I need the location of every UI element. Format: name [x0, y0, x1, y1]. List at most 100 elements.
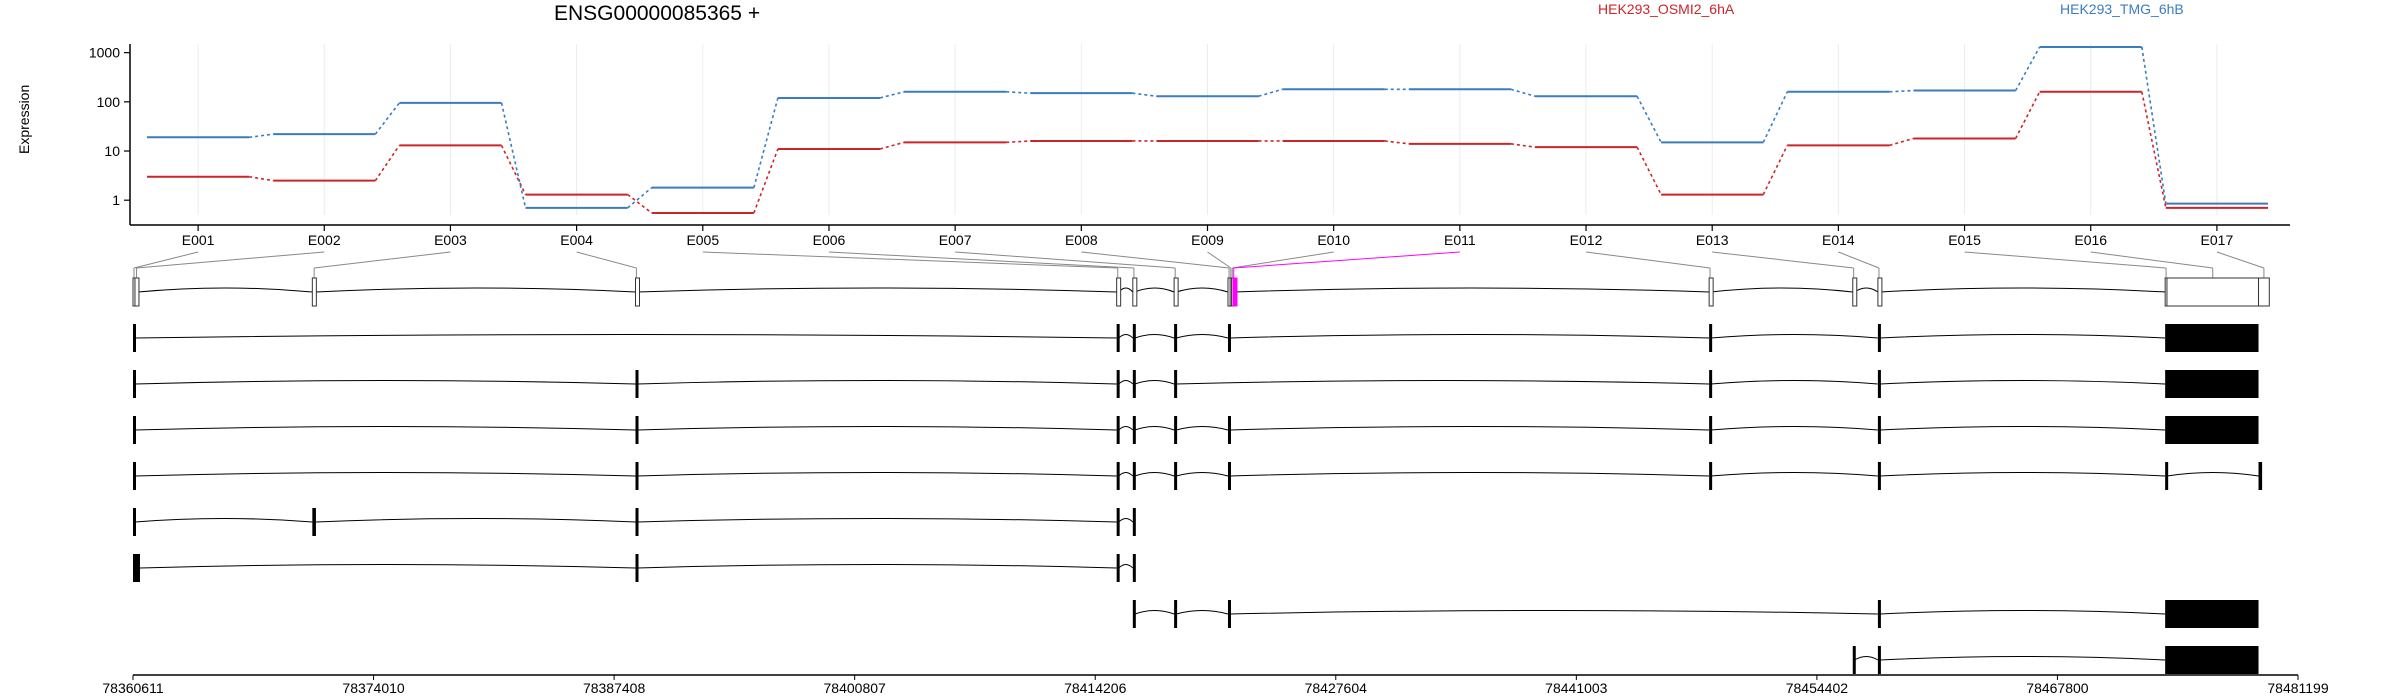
transcript-intron [1118, 334, 1134, 339]
transcript-intron [1880, 380, 2166, 385]
exon-connector [136, 251, 325, 269]
transcript-intron [1118, 472, 1134, 477]
transcript-exon [2165, 600, 2259, 628]
x-tick-label: E008 [1065, 232, 1098, 248]
transcript-intron [139, 564, 636, 569]
transcript-exon [1174, 416, 1178, 444]
series-1-connector [1006, 140, 1031, 144]
exon-box [134, 277, 140, 307]
transcript-exon [1227, 600, 1231, 628]
transcript-intron [1176, 472, 1229, 477]
series-2-connector [374, 102, 400, 135]
transcript-intron [1880, 334, 2166, 339]
exon-connector [955, 251, 1176, 269]
transcript-exon [1132, 370, 1136, 398]
transcript-exon [635, 370, 639, 398]
genomic-tick-label: 78481199 [2267, 680, 2328, 696]
series-2-connector [1889, 89, 1914, 93]
genomic-tick-label: 78374010 [342, 680, 405, 696]
transcript-intron [1118, 426, 1134, 431]
exon-connector [1233, 251, 1460, 269]
transcript-intron [1230, 426, 1710, 431]
y-tick-label: 1 [112, 192, 120, 208]
transcript-exon [1132, 416, 1136, 444]
x-tick-label: E014 [1822, 232, 1855, 248]
transcript-intron [1176, 426, 1229, 431]
transcript-intron [1710, 472, 1878, 477]
x-tick-label: E011 [1444, 232, 1476, 248]
transcript-exon [1709, 324, 1713, 352]
exon-box [1852, 277, 1858, 307]
series-2-connector [1510, 88, 1536, 98]
transcript-exon [1709, 416, 1713, 444]
transcript-exon [1116, 324, 1120, 352]
exon-connector [576, 251, 637, 269]
transcript-exon [133, 370, 136, 398]
transcript-exon [1116, 554, 1120, 582]
series-1-connector [627, 193, 653, 214]
transcript-exon [1174, 324, 1178, 352]
intron-arc [1880, 287, 2166, 293]
y-tick-label: 10 [104, 143, 120, 159]
exon-box [1232, 277, 1238, 307]
transcript-intron [1176, 610, 1229, 615]
series-1-connector [500, 145, 527, 195]
series-2-connector [2014, 46, 2041, 91]
transcript-intron [1134, 426, 1175, 431]
transcript-exon [635, 508, 639, 536]
transcript-exon [1132, 554, 1136, 582]
transcript-intron [1880, 656, 2166, 661]
transcript-exon [1877, 462, 1881, 490]
series-2-connector [1006, 91, 1031, 94]
y-tick-label: 1000 [89, 45, 120, 61]
legend-entry-osmi2: HEK293_OSMI2_6hA [1598, 1, 1735, 17]
exon-connector [702, 251, 1118, 269]
y-tick-label: 100 [97, 94, 121, 110]
transcript-exon [1116, 508, 1120, 536]
transcript-intron [1134, 472, 1175, 477]
transcript-intron [1230, 472, 1710, 477]
transcript-intron [134, 380, 636, 385]
series-1-connector [753, 148, 779, 214]
exon-box [2166, 277, 2260, 307]
genomic-tick-label: 78467800 [2026, 680, 2089, 696]
transcript-exon [1174, 370, 1178, 398]
transcript-intron [1710, 334, 1878, 339]
x-tick-label: E006 [813, 232, 846, 248]
series-1-connector [374, 144, 401, 182]
series-2-connector [1636, 95, 1662, 143]
transcript-intron [637, 518, 1117, 523]
transcript-intron [637, 472, 1117, 477]
transcript-intron [1176, 380, 1710, 385]
exon-box [1173, 277, 1179, 307]
transcript-exon [1877, 416, 1881, 444]
transcript-intron [1134, 610, 1175, 615]
intron-arc [1176, 287, 1229, 293]
series-2-connector [627, 187, 653, 209]
transcript-intron [2166, 472, 2259, 477]
x-tick-label: E007 [939, 232, 972, 248]
transcript-intron [1880, 610, 2166, 615]
transcript-exon [635, 416, 639, 444]
transcript-exon [2165, 646, 2259, 674]
series-1-connector [1762, 145, 1789, 195]
transcript-exon [1116, 370, 1120, 398]
transcript-exon [133, 324, 136, 352]
transcript-intron [637, 564, 1117, 569]
genomic-tick-label: 78360611 [102, 680, 163, 696]
genomic-tick-label: 78414206 [1064, 680, 1127, 696]
transcript-intron [1134, 380, 1175, 385]
exon-box [1708, 277, 1714, 307]
exon-box [1877, 277, 1883, 307]
x-tick-label: E001 [182, 232, 215, 248]
genomic-tick-label: 78387408 [583, 680, 646, 696]
transcript-exon [2165, 324, 2259, 352]
intron-arc [138, 287, 313, 293]
genomic-tick-label: 78400807 [824, 680, 887, 696]
transcript-intron [1118, 380, 1134, 385]
transcript-intron [1118, 518, 1134, 523]
transcript-exon [1877, 646, 1881, 674]
exon-connector [1207, 251, 1232, 269]
exon-connector [1585, 251, 1711, 269]
series-2-connector [753, 97, 779, 188]
